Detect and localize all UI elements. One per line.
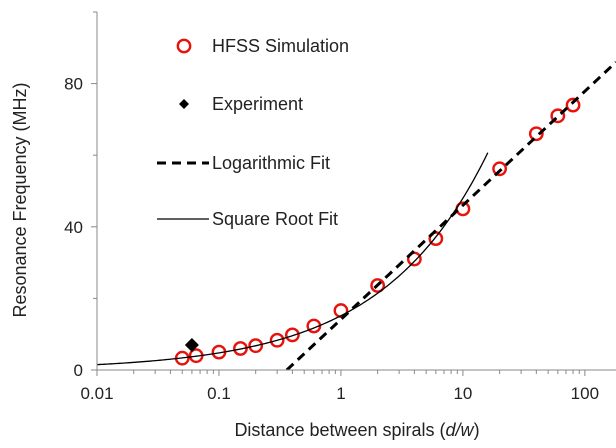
simulation-point	[333, 303, 349, 318]
legend-label: Logarithmic Fit	[212, 153, 330, 173]
simulation-point	[233, 341, 248, 356]
x-axis-label: Distance between spirals (d/w)	[234, 420, 479, 440]
x-axis-label-prefix: Distance between spirals (	[234, 420, 445, 440]
y-tick-label: 80	[64, 75, 83, 94]
simulation-point	[550, 108, 566, 124]
square-root-fit-line	[97, 152, 489, 366]
simulation-point	[406, 251, 422, 267]
x-tick-label: 0.1	[207, 384, 231, 403]
legend-item-hfss-simulation: HFSS Simulation	[176, 36, 349, 56]
plot-area	[97, 61, 616, 370]
legend-label: Experiment	[212, 94, 303, 114]
y-axis-label: Resonance Frequency (MHz)	[10, 82, 30, 317]
legend-item-experiment: Experiment	[179, 94, 303, 114]
x-tick-label: 100	[571, 384, 599, 403]
legend-circle-icon	[176, 38, 192, 54]
legend-label: Square Root Fit	[212, 209, 338, 229]
legend-diamond-icon	[179, 99, 189, 109]
legend-item-logarithmic-fit: Logarithmic Fit	[157, 153, 330, 173]
simulation-point	[269, 332, 285, 348]
x-axis-label-suffix: )	[474, 420, 480, 440]
plot-series	[97, 61, 616, 370]
experiment-point	[184, 337, 199, 352]
simulation-point	[565, 97, 581, 113]
simulation-point	[284, 327, 300, 343]
x-tick-label: 10	[453, 384, 472, 403]
axes: 0.01 0.1 1 10 100 0 40 80	[64, 11, 616, 403]
y-tick-label: 40	[64, 218, 83, 237]
simulation-point	[248, 338, 264, 354]
legend-label: HFSS Simulation	[212, 36, 349, 56]
simulation-point	[492, 161, 508, 177]
x-tick-label: 1	[336, 384, 345, 403]
simulation-point	[528, 126, 544, 142]
simulation-point	[370, 278, 386, 293]
legend: HFSS Simulation Experiment Logarithmic Fit…	[157, 36, 349, 229]
x-tick-label: 0.01	[80, 384, 113, 403]
x-axis-label-italic: d/w	[446, 420, 475, 440]
y-tick-label: 0	[74, 361, 83, 380]
legend-item-square-root-fit: Square Root Fit	[157, 209, 338, 229]
